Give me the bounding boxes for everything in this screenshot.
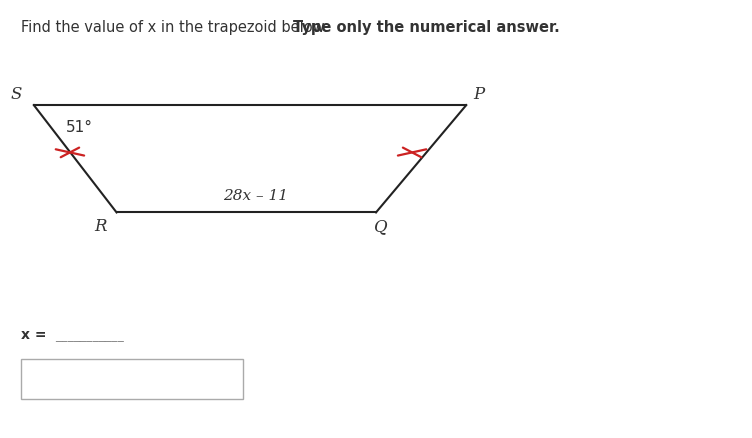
Text: 51°: 51° — [66, 120, 93, 135]
Text: Q: Q — [374, 219, 388, 235]
Text: Find the value of x in the trapezoid below.: Find the value of x in the trapezoid bel… — [21, 20, 338, 35]
Text: x =: x = — [21, 328, 51, 342]
Text: Type only the numerical answer.: Type only the numerical answer. — [293, 20, 560, 35]
Text: 28x – 11: 28x – 11 — [223, 189, 288, 203]
Text: R: R — [94, 219, 106, 235]
Text: P: P — [474, 86, 484, 102]
FancyBboxPatch shape — [21, 359, 243, 399]
Text: S: S — [11, 86, 23, 102]
Text: ___________: ___________ — [55, 328, 123, 342]
